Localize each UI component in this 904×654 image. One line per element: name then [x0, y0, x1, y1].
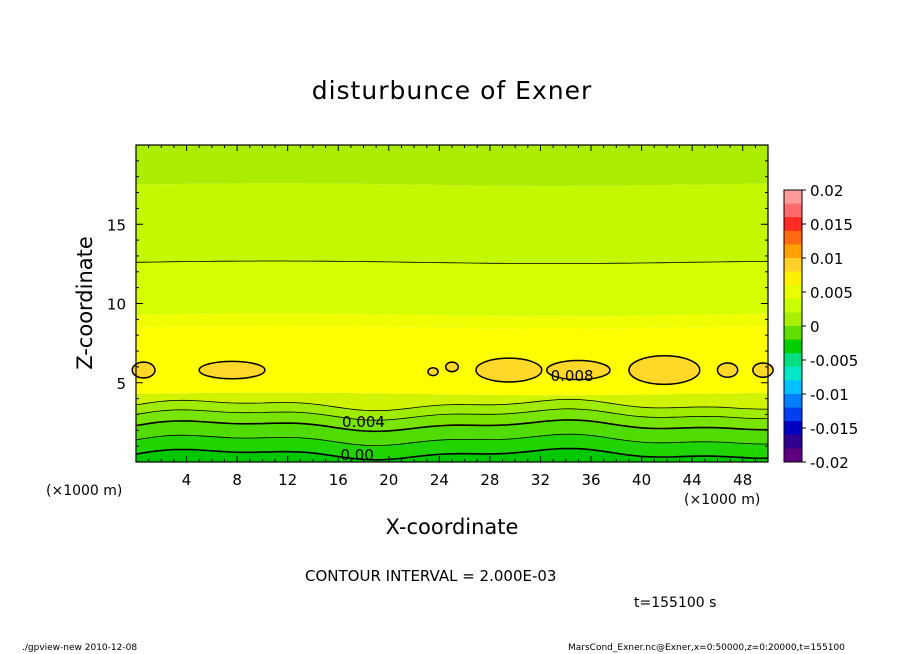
x-tick-label: 20 [379, 471, 398, 489]
colorbar-label: -0.015 [810, 420, 858, 438]
colorbar-label: 0.01 [810, 250, 843, 268]
contour-field [131, 145, 774, 462]
contour-interval-text: CONTOUR INTERVAL = 2.000E-03 [305, 567, 557, 585]
x-axis-label: X-coordinate [385, 515, 519, 539]
x-tick-label: 28 [480, 471, 499, 489]
colorbar-swatch [784, 230, 802, 245]
x-unit-label-left: (×1000 m) [46, 483, 123, 499]
footer-left-text: ./gpview-new 2010-12-08 [22, 643, 138, 653]
field-band-10 [136, 145, 768, 186]
contour-label-0: 0.008 [551, 367, 594, 385]
contour-blob-0.008-2 [427, 366, 439, 377]
y-tick-label: 10 [107, 296, 126, 314]
contour-line-5 [135, 260, 769, 264]
contour-blob-0.008-3 [444, 361, 460, 373]
contour-line-0 [135, 447, 769, 461]
y-tick-label: 5 [116, 375, 126, 393]
colorbar-swatch [784, 285, 802, 300]
colorbar-swatch [784, 271, 802, 286]
colorbar-label: -0.005 [810, 352, 858, 370]
colorbar-swatch [784, 407, 802, 422]
contour-blob-0.008-6 [628, 355, 701, 386]
colorbar-swatch [784, 353, 802, 368]
x-tick-label: 8 [232, 471, 242, 489]
y-axis-label: Z-coordinate [73, 236, 97, 370]
y-tick-label: 15 [107, 216, 126, 234]
time-label: t=155100 s [634, 595, 717, 611]
contour-line-2 [135, 419, 768, 433]
field-band-6 [136, 326, 768, 396]
x-tick-label: 40 [632, 471, 651, 489]
x-tick-label: 16 [329, 471, 348, 489]
field-band-4 [136, 399, 768, 421]
field-band-8 [136, 261, 768, 316]
colorbar-swatch [784, 366, 802, 381]
colorbar-label: -0.01 [810, 386, 849, 404]
colorbar-swatch [784, 394, 802, 408]
colorbar-label: 0.02 [810, 182, 843, 200]
x-tick-label: 36 [581, 471, 600, 489]
contour-blob-0.008-5 [546, 359, 611, 381]
colorbar-swatch [784, 380, 802, 395]
contour-blob-0.008-7 [716, 362, 739, 378]
x-tick-label: 32 [531, 471, 550, 489]
field-band-1 [136, 434, 768, 460]
chart-title: disturbunce of Exner [311, 76, 593, 105]
colorbar-label: -0.02 [810, 454, 849, 472]
field-band-5 [136, 392, 768, 411]
x-tick-label: 12 [278, 471, 297, 489]
contour-blob-0.008-0 [131, 361, 156, 379]
x-tick-label: 24 [430, 471, 449, 489]
x-tick-label: 44 [683, 471, 702, 489]
colorbar-swatch [784, 258, 802, 272]
colorbar-label: 0.015 [810, 216, 853, 234]
colorbar-label: 0 [810, 318, 820, 336]
colorbar-swatch [784, 244, 802, 259]
colorbar-swatch [784, 298, 802, 313]
contour-blob-0.008-8 [752, 362, 774, 378]
colorbar-swatch [784, 339, 802, 354]
field-band-7 [136, 313, 768, 329]
colorbar-swatch [784, 421, 802, 436]
colorbar-swatch [784, 448, 802, 463]
field-band-9 [136, 183, 768, 264]
field-band-2 [136, 420, 768, 446]
contour-line-1 [135, 433, 768, 447]
contour-label-1: 0.004 [342, 413, 385, 431]
footer-right-text: MarsCond_Exner.nc@Exner,x=0:50000,z=0:20… [568, 643, 845, 653]
contour-blob-0.008-1 [198, 360, 266, 380]
x-unit-label-right: (×1000 m) [684, 492, 761, 508]
colorbar-swatch [784, 203, 802, 218]
colorbar-swatch [784, 190, 802, 204]
x-tick-label: 48 [733, 471, 752, 489]
colorbar-label: 0.005 [810, 284, 853, 302]
x-tick-label: 4 [182, 471, 192, 489]
colorbar-swatch [784, 312, 802, 327]
colorbar-swatch [784, 434, 802, 449]
contour-blob-0.008-4 [475, 357, 543, 383]
colorbar-swatch [784, 326, 802, 340]
colorbar-swatch [784, 217, 802, 232]
field-band-3 [136, 408, 768, 432]
contour-line-3 [135, 408, 768, 421]
contour-label-2: 0.00 [340, 446, 373, 464]
contour-line-4 [135, 398, 768, 412]
